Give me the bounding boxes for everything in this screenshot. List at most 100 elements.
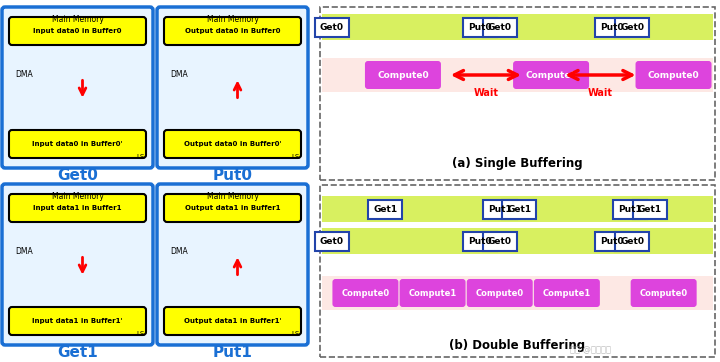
Text: Main Memory: Main Memory xyxy=(52,15,104,24)
Text: Output data0 in Buffer0: Output data0 in Buffer0 xyxy=(185,28,280,34)
FancyBboxPatch shape xyxy=(482,199,517,219)
FancyBboxPatch shape xyxy=(315,232,349,251)
FancyBboxPatch shape xyxy=(636,61,711,89)
FancyBboxPatch shape xyxy=(613,199,647,219)
FancyBboxPatch shape xyxy=(166,132,299,156)
Text: Main Memory: Main Memory xyxy=(207,192,258,201)
Text: Input data1 in Buffer1: Input data1 in Buffer1 xyxy=(33,205,122,211)
Text: LS: LS xyxy=(137,331,145,337)
FancyBboxPatch shape xyxy=(166,196,299,220)
FancyBboxPatch shape xyxy=(595,232,629,251)
Text: DMA: DMA xyxy=(15,247,32,256)
FancyBboxPatch shape xyxy=(322,14,713,40)
Text: Compute0: Compute0 xyxy=(648,71,699,80)
FancyBboxPatch shape xyxy=(534,279,600,307)
FancyBboxPatch shape xyxy=(166,309,299,333)
Text: Get1: Get1 xyxy=(373,205,397,214)
Text: DMA: DMA xyxy=(15,70,32,79)
FancyBboxPatch shape xyxy=(164,194,301,222)
FancyBboxPatch shape xyxy=(513,61,589,89)
Text: Output data1 in Buffer1: Output data1 in Buffer1 xyxy=(185,205,280,211)
Text: Compute1: Compute1 xyxy=(543,289,591,298)
FancyBboxPatch shape xyxy=(164,17,301,45)
Text: LS: LS xyxy=(292,331,300,337)
Text: Get0: Get0 xyxy=(487,22,512,31)
FancyBboxPatch shape xyxy=(9,194,146,222)
Text: Get0: Get0 xyxy=(320,22,344,31)
Text: Output data1 in Buffer1': Output data1 in Buffer1' xyxy=(184,318,282,324)
FancyBboxPatch shape xyxy=(9,130,146,158)
Text: DMA: DMA xyxy=(170,70,188,79)
Text: Put0: Put0 xyxy=(468,236,492,245)
FancyBboxPatch shape xyxy=(368,199,402,219)
FancyBboxPatch shape xyxy=(166,19,299,43)
FancyBboxPatch shape xyxy=(333,279,398,307)
Text: Output data0 in Buffer0': Output data0 in Buffer0' xyxy=(184,141,282,147)
Text: DMA: DMA xyxy=(170,247,188,256)
FancyBboxPatch shape xyxy=(400,279,466,307)
Text: Put1: Put1 xyxy=(488,205,512,214)
FancyBboxPatch shape xyxy=(463,17,497,37)
Text: Get1: Get1 xyxy=(508,205,531,214)
FancyBboxPatch shape xyxy=(322,276,713,310)
FancyBboxPatch shape xyxy=(503,199,536,219)
Text: (a) Single Buffering: (a) Single Buffering xyxy=(452,157,582,170)
FancyBboxPatch shape xyxy=(164,307,301,335)
Text: LS: LS xyxy=(292,154,300,160)
FancyBboxPatch shape xyxy=(11,196,144,220)
FancyBboxPatch shape xyxy=(11,309,144,333)
FancyBboxPatch shape xyxy=(322,58,713,92)
FancyBboxPatch shape xyxy=(633,199,667,219)
FancyBboxPatch shape xyxy=(482,17,517,37)
Text: Get1: Get1 xyxy=(638,205,662,214)
Text: Put0: Put0 xyxy=(468,22,492,31)
Text: Put1: Put1 xyxy=(212,345,253,360)
Text: Get0: Get0 xyxy=(620,236,644,245)
FancyBboxPatch shape xyxy=(595,17,629,37)
Text: Get0: Get0 xyxy=(487,236,512,245)
Text: Get0: Get0 xyxy=(620,22,644,31)
Text: Get1: Get1 xyxy=(57,345,98,360)
FancyBboxPatch shape xyxy=(467,279,533,307)
Text: Compute0: Compute0 xyxy=(341,289,390,298)
FancyBboxPatch shape xyxy=(9,17,146,45)
FancyBboxPatch shape xyxy=(615,232,649,251)
Text: Main Memory: Main Memory xyxy=(52,192,104,201)
FancyBboxPatch shape xyxy=(164,130,301,158)
Text: Put0: Put0 xyxy=(212,168,253,183)
Text: Compute0: Compute0 xyxy=(526,71,577,80)
Text: Put1: Put1 xyxy=(618,205,642,214)
Text: Input data1 in Buffer1': Input data1 in Buffer1' xyxy=(32,318,122,324)
FancyBboxPatch shape xyxy=(9,307,146,335)
Text: Compute0: Compute0 xyxy=(377,71,429,80)
Text: Input data0 in Buffer0': Input data0 in Buffer0' xyxy=(32,141,122,147)
FancyBboxPatch shape xyxy=(482,232,517,251)
FancyBboxPatch shape xyxy=(322,196,713,222)
FancyBboxPatch shape xyxy=(157,7,308,168)
Text: Compute0: Compute0 xyxy=(639,289,688,298)
FancyBboxPatch shape xyxy=(631,279,697,307)
FancyBboxPatch shape xyxy=(157,184,308,345)
Text: Wait: Wait xyxy=(588,88,613,98)
Text: LS: LS xyxy=(137,154,145,160)
Text: Put0: Put0 xyxy=(600,236,624,245)
FancyBboxPatch shape xyxy=(463,232,497,251)
Text: Input data0 in Buffer0: Input data0 in Buffer0 xyxy=(33,28,122,34)
Text: Get0: Get0 xyxy=(320,236,344,245)
FancyBboxPatch shape xyxy=(322,228,713,254)
Text: Wait: Wait xyxy=(474,88,498,98)
FancyBboxPatch shape xyxy=(615,17,649,37)
Text: Get0: Get0 xyxy=(57,168,98,183)
FancyBboxPatch shape xyxy=(365,61,441,89)
Text: Put0: Put0 xyxy=(600,22,624,31)
Text: 知乎 @紫气东来: 知乎 @紫气东来 xyxy=(570,345,611,354)
FancyBboxPatch shape xyxy=(11,19,144,43)
Text: Main Memory: Main Memory xyxy=(207,15,258,24)
Text: Compute1: Compute1 xyxy=(408,289,456,298)
FancyBboxPatch shape xyxy=(315,17,349,37)
Text: Compute0: Compute0 xyxy=(476,289,523,298)
FancyBboxPatch shape xyxy=(2,184,153,345)
Text: (b) Double Buffering: (b) Double Buffering xyxy=(449,339,585,352)
FancyBboxPatch shape xyxy=(11,132,144,156)
FancyBboxPatch shape xyxy=(2,7,153,168)
